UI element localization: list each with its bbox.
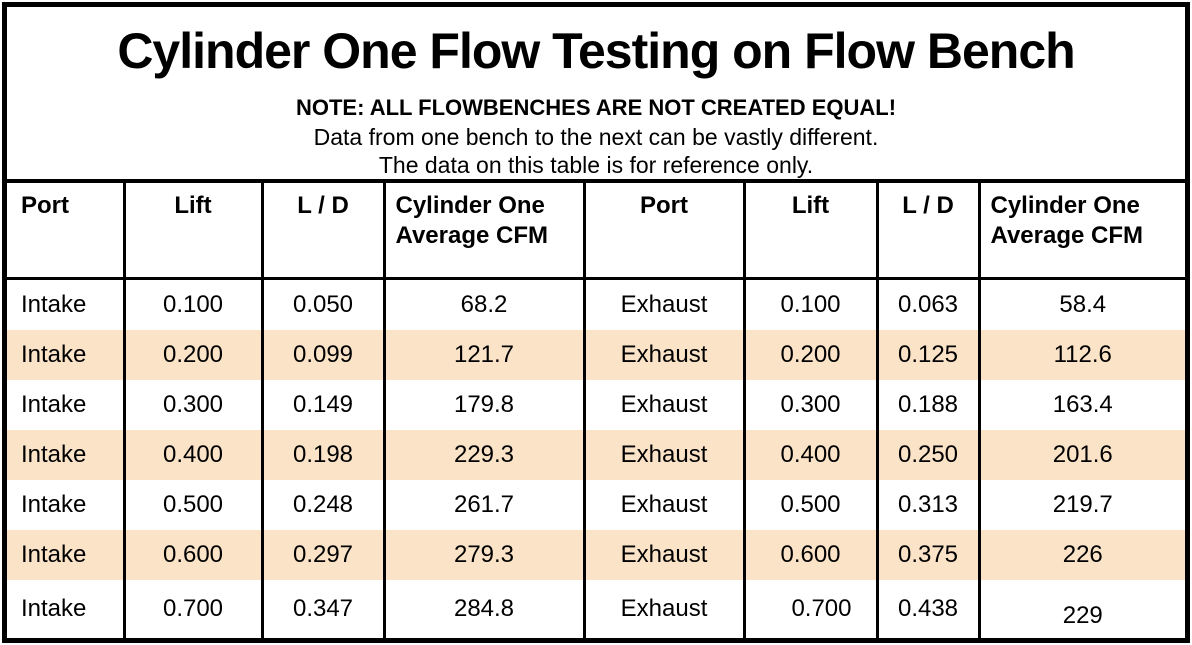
table-cell: 163.4 [977,380,1185,430]
table-cell: 219.7 [977,480,1185,530]
header-port-exhaust: Port [582,183,744,280]
table-cell: Exhaust [582,580,744,638]
note-line: NOTE: ALL FLOWBENCHES ARE NOT CREATED EQ… [295,95,897,120]
table-row: Intake 0.200 0.099 121.7 Exhaust 0.200 0… [7,330,1185,380]
table-cell: 112.6 [977,330,1185,380]
title-block: Cylinder One Flow Testing on Flow Bench … [7,7,1185,183]
table-cell: Exhaust [582,480,744,530]
table-cell: 0.200 [742,330,877,380]
table-cell: 0.347 [260,580,384,638]
table-cell: Exhaust [582,330,744,380]
table-cell: 0.700 [742,580,877,638]
table-cell: 0.100 [742,278,877,330]
table-cell: 0.600 [122,530,262,580]
table-cell: Intake [21,491,87,518]
table-cell: 179.8 [382,380,584,430]
table-row: Intake 0.700 0.347 284.8 Exhaust 0.700 0… [7,580,1185,638]
table-cell: 0.313 [875,480,979,530]
table-cell: 121.7 [382,330,584,380]
table-cell: 0.099 [260,330,384,380]
table-row: Intake 0.500 0.248 261.7 Exhaust 0.500 0… [7,480,1185,530]
table-row: Intake 0.600 0.297 279.3 Exhaust 0.600 0… [7,530,1185,580]
table-cell: Intake [21,341,87,368]
table-cell: Exhaust [582,380,744,430]
table-cell: 0.500 [122,480,262,530]
table-cell: 0.300 [742,380,877,430]
table-cell: 58.4 [977,278,1185,330]
header-lift-exhaust: Lift [742,183,877,280]
table-cell: 0.200 [122,330,262,380]
table-cell: Intake [21,291,87,318]
table-row: Intake 0.300 0.149 179.8 Exhaust 0.300 0… [7,380,1185,430]
table-cell: 0.375 [875,530,979,580]
table-cell: Exhaust [582,530,744,580]
header-cfm-exhaust: Cylinder One Average CFM [977,183,1185,280]
subtitle-line-2: The data on this table is for reference … [378,152,814,178]
table-cell: 0.250 [875,430,979,480]
header-ld-exhaust: L / D [875,183,979,280]
table-cell: Intake [21,541,87,568]
table-cell: 0.248 [260,480,384,530]
table-cell: 201.6 [977,430,1185,480]
table-cell: 0.198 [260,430,384,480]
table-cell: 0.149 [260,380,384,430]
table-cell: 279.3 [382,530,584,580]
header-port-intake: Port [7,183,124,280]
header-ld-intake: L / D [260,183,384,280]
table-cell: 0.700 [122,580,262,638]
header-row: Port Lift L / D Cylinder One Average CFM… [7,183,1185,280]
table-cell: 0.438 [875,580,979,638]
table-cell: 68.2 [382,278,584,330]
table-row: Intake 0.100 0.050 68.2 Exhaust 0.100 0.… [7,278,1185,330]
flow-data-table: Port Lift L / D Cylinder One Average CFM… [7,183,1185,638]
table-cell: 0.297 [260,530,384,580]
table-cell: 0.188 [875,380,979,430]
header-lift-intake: Lift [122,183,262,280]
table-cell: 226 [977,530,1185,580]
table-cell: 0.300 [122,380,262,430]
table-cell: 0.125 [875,330,979,380]
table-cell: Exhaust [582,278,744,330]
table-cell: 0.400 [742,430,877,480]
table-row: Intake 0.400 0.198 229.3 Exhaust 0.400 0… [7,430,1185,480]
table-cell: 229.3 [382,430,584,480]
table-cell: Intake [21,595,87,622]
table-cell: 0.050 [260,278,384,330]
table-cell: Exhaust [582,430,744,480]
table-cell: Intake [21,441,87,468]
table-cell: Intake [21,391,87,418]
table-cell: 0.100 [122,278,262,330]
header-cfm-intake: Cylinder One Average CFM [382,183,584,280]
table-cell: 261.7 [382,480,584,530]
table-cell: 229 [977,580,1185,638]
table-cell: 0.063 [875,278,979,330]
table-cell: 0.400 [122,430,262,480]
table-cell: 284.8 [382,580,584,638]
page-title: Cylinder One Flow Testing on Flow Bench [117,23,1075,79]
table-cell: 0.600 [742,530,877,580]
table-cell: 0.500 [742,480,877,530]
subtitle-line-1: Data from one bench to the next can be v… [313,124,879,150]
